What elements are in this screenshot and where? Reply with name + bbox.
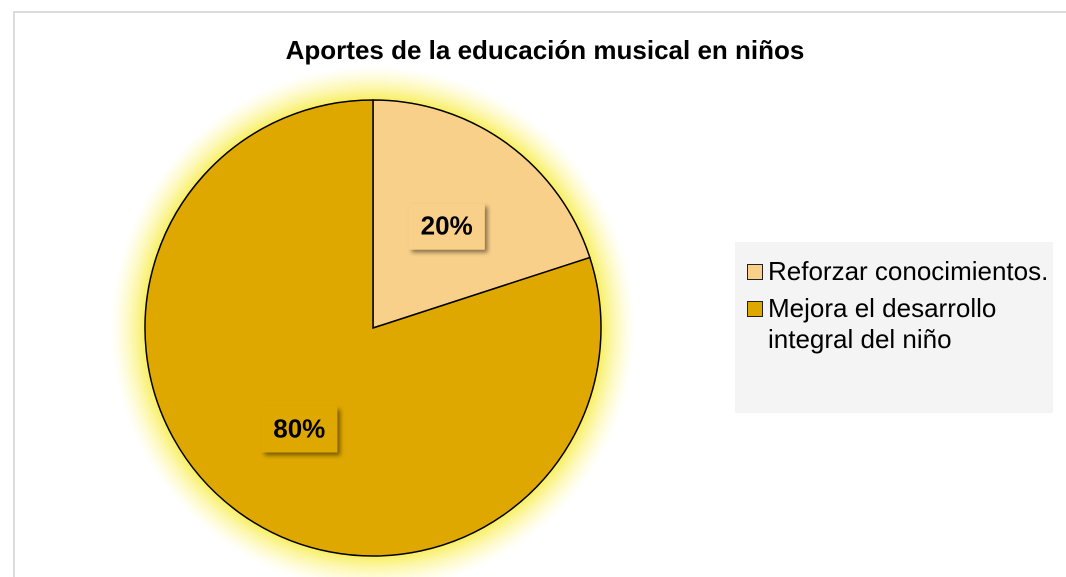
legend-label: Reforzar conocimientos. — [768, 256, 1049, 286]
data-label-box — [261, 406, 338, 453]
frame — [13, 11, 1066, 577]
pie-slice — [144, 99, 602, 557]
data-label-box — [408, 203, 485, 250]
legend: Reforzar conocimientos. Mejora el desarro… — [735, 242, 1053, 413]
legend-entry: Reforzar conocimientos. — [747, 256, 1053, 287]
data-label: 20% — [421, 210, 473, 240]
legend-entry: Mejora el desarrollo integral del niño — [747, 293, 1053, 355]
legend-swatch — [747, 301, 763, 317]
legend-swatch — [747, 264, 763, 280]
legend-label: Mejora el desarrollo integral del niño — [768, 293, 997, 354]
chart-title: Aportes de la educación musical en niños — [286, 35, 805, 65]
data-label: 80% — [273, 413, 325, 443]
